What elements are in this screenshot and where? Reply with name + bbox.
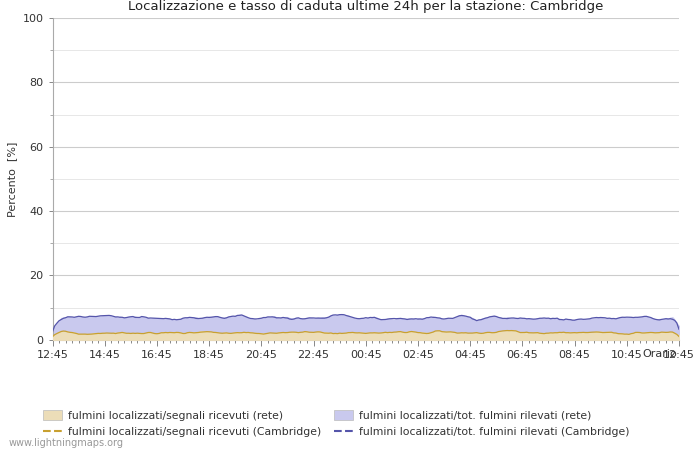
Text: www.lightningmaps.org: www.lightningmaps.org [8,438,123,448]
Text: Orario: Orario [643,349,678,359]
Title: Localizzazione e tasso di caduta ultime 24h per la stazione: Cambridge: Localizzazione e tasso di caduta ultime … [128,0,603,13]
Y-axis label: Percento  [%]: Percento [%] [7,141,17,216]
Legend: fulmini localizzati/segnali ricevuti (rete), fulmini localizzati/segnali ricevut: fulmini localizzati/segnali ricevuti (re… [39,407,633,440]
